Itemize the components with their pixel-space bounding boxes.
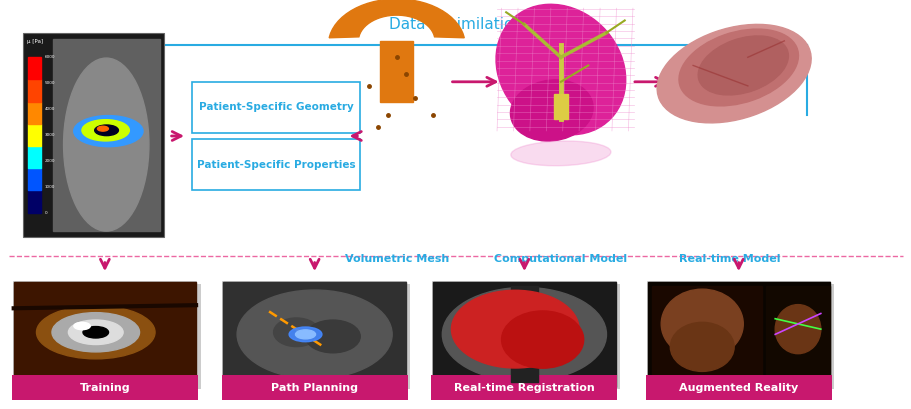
Text: Real-time Model: Real-time Model <box>678 254 780 263</box>
Bar <box>380 41 413 102</box>
Circle shape <box>68 320 123 344</box>
Ellipse shape <box>496 4 625 135</box>
Ellipse shape <box>510 141 610 166</box>
Text: Augmented Reality: Augmented Reality <box>679 382 797 393</box>
FancyBboxPatch shape <box>433 282 615 387</box>
Polygon shape <box>329 0 464 38</box>
Ellipse shape <box>774 305 820 354</box>
Ellipse shape <box>451 290 578 368</box>
Ellipse shape <box>698 36 787 95</box>
Circle shape <box>52 312 139 352</box>
FancyBboxPatch shape <box>12 375 198 400</box>
FancyBboxPatch shape <box>223 282 405 387</box>
FancyBboxPatch shape <box>191 82 360 133</box>
Bar <box>553 94 568 119</box>
Text: 5000: 5000 <box>45 81 56 85</box>
Bar <box>14 282 196 387</box>
Text: μ [Pa]: μ [Pa] <box>27 39 44 44</box>
Ellipse shape <box>273 318 319 346</box>
Ellipse shape <box>501 311 583 368</box>
Circle shape <box>74 116 143 147</box>
Ellipse shape <box>657 25 810 123</box>
Bar <box>651 286 761 382</box>
FancyBboxPatch shape <box>191 139 360 190</box>
Circle shape <box>82 120 129 141</box>
Bar <box>223 282 405 387</box>
FancyBboxPatch shape <box>437 284 619 389</box>
Text: 3000: 3000 <box>45 133 56 137</box>
Text: Data Assimilation: Data Assimilation <box>389 17 522 32</box>
Ellipse shape <box>237 290 392 379</box>
Bar <box>647 282 829 387</box>
Circle shape <box>97 126 108 131</box>
Ellipse shape <box>678 29 798 106</box>
Bar <box>28 79 41 102</box>
Bar <box>28 146 41 168</box>
Ellipse shape <box>510 80 592 141</box>
Circle shape <box>289 327 322 342</box>
Bar <box>510 286 537 382</box>
Ellipse shape <box>442 288 606 381</box>
Circle shape <box>295 330 315 339</box>
Bar <box>28 102 41 124</box>
Text: Patient-Specific Properties: Patient-Specific Properties <box>197 160 354 170</box>
FancyBboxPatch shape <box>651 284 834 389</box>
Ellipse shape <box>305 320 360 353</box>
Text: 6000: 6000 <box>45 55 56 59</box>
FancyBboxPatch shape <box>221 375 407 400</box>
Text: 2000: 2000 <box>45 159 56 163</box>
Bar <box>28 168 41 191</box>
Text: Training: Training <box>79 382 130 393</box>
Circle shape <box>83 326 108 338</box>
Text: Path Planning: Path Planning <box>271 382 358 393</box>
Bar <box>28 191 41 213</box>
FancyBboxPatch shape <box>18 284 200 389</box>
FancyBboxPatch shape <box>14 282 196 387</box>
Ellipse shape <box>64 58 148 231</box>
FancyBboxPatch shape <box>647 282 829 387</box>
Text: Volumetric Mesh: Volumetric Mesh <box>344 254 448 263</box>
Bar <box>433 282 615 387</box>
Text: 1000: 1000 <box>45 185 55 189</box>
FancyBboxPatch shape <box>228 284 410 389</box>
Bar <box>765 286 829 382</box>
Circle shape <box>95 125 118 136</box>
Ellipse shape <box>660 289 742 359</box>
Bar <box>53 39 159 231</box>
FancyBboxPatch shape <box>431 375 617 400</box>
Text: Computational Model: Computational Model <box>494 254 627 263</box>
Circle shape <box>36 306 155 359</box>
Ellipse shape <box>670 322 733 371</box>
Text: 0: 0 <box>45 211 47 215</box>
FancyBboxPatch shape <box>645 375 831 400</box>
Text: Real-time Registration: Real-time Registration <box>454 382 594 393</box>
FancyBboxPatch shape <box>23 33 164 237</box>
Bar <box>28 124 41 146</box>
Bar <box>28 57 41 79</box>
Circle shape <box>74 322 90 330</box>
Text: Patient-Specific Geometry: Patient-Specific Geometry <box>199 102 353 112</box>
Text: 4000: 4000 <box>45 107 55 111</box>
